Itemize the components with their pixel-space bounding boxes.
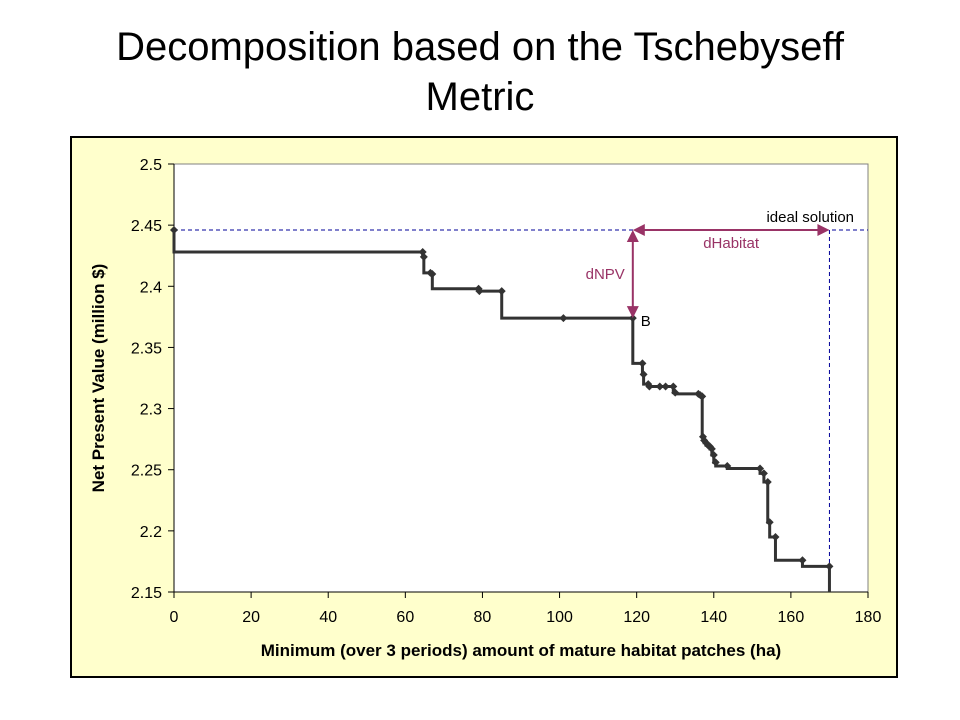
data-point-marker: [428, 270, 437, 279]
data-point-marker: [669, 382, 678, 391]
y-tick-label: 2.35: [131, 340, 162, 357]
x-tick-label: 40: [319, 609, 337, 626]
data-point-marker: [765, 518, 774, 527]
x-tick-label: 60: [396, 609, 414, 626]
y-tick-label: 2.45: [131, 218, 162, 235]
x-tick-label: 0: [170, 609, 179, 626]
data-point-marker: [645, 382, 654, 391]
data-point-marker: [709, 451, 718, 460]
x-tick-label: 160: [778, 609, 805, 626]
plot-area: [173, 163, 869, 593]
data-point-marker: [707, 444, 716, 453]
y-tick-label: 2.4: [140, 279, 162, 296]
data-point-marker: [759, 469, 768, 478]
annotation-arrows: [626, 224, 830, 319]
dnpv-arrow-head-bottom: [626, 306, 639, 319]
x-tick-label: 120: [623, 609, 650, 626]
data-point-marker: [661, 382, 670, 391]
data-point-marker: [698, 392, 707, 401]
x-axis-ticks: 0 20 40 60 80 100 120 140 160 180: [170, 592, 882, 626]
slide-title-line-2: Metric: [425, 75, 535, 119]
data-point-marker: [170, 226, 178, 235]
dnpv-arrow-head-top: [626, 230, 639, 243]
chart: 2.15 2.2 2.25 2.3 2.35 2.4 2.45 2.5 0 20 40 60 80 10…: [89, 157, 882, 660]
data-point-marker: [559, 314, 568, 323]
data-point-marker: [763, 477, 772, 486]
slide-title-line-1: Decomposition based on the Tschebyseff: [116, 25, 844, 69]
x-tick-label: 100: [546, 609, 573, 626]
data-point-marker: [723, 462, 732, 471]
ideal-solution-label: ideal solution: [766, 209, 854, 226]
y-tick-label: 2.15: [131, 585, 162, 602]
y-tick-label: 2.2: [140, 524, 162, 541]
x-axis-title: Minimum (over 3 periods) amount of matur…: [261, 641, 781, 660]
x-tick-label: 180: [855, 609, 882, 626]
y-axis-title: Net Present Value (million $): [89, 264, 108, 493]
data-point-marker: [475, 287, 484, 296]
data-point-marker: [655, 382, 664, 391]
chart-frame: 2.15 2.2 2.25 2.3 2.35 2.4 2.45 2.5 0 20 40 60 80 10…: [70, 136, 898, 678]
series-markers: [170, 226, 834, 571]
dhabitat-arrow-head-right: [817, 224, 830, 237]
ideal-guide-lines: [174, 229, 868, 592]
data-point-marker: [639, 370, 648, 379]
data-point-marker: [711, 458, 720, 467]
x-tick-label: 80: [474, 609, 492, 626]
data-point-marker: [756, 464, 765, 473]
data-point-marker: [771, 532, 780, 541]
data-point-marker: [628, 314, 637, 323]
point-b-label: B: [641, 313, 651, 330]
y-tick-label: 2.5: [140, 157, 162, 174]
x-tick-label: 20: [242, 609, 260, 626]
y-axis-ticks: 2.15 2.2 2.25 2.3 2.35 2.4 2.45 2.5: [131, 157, 174, 602]
y-tick-label: 2.25: [131, 463, 162, 480]
data-point-marker: [638, 359, 647, 368]
data-point-marker: [798, 556, 807, 565]
data-point-marker: [497, 287, 506, 296]
y-tick-label: 2.3: [140, 402, 162, 419]
data-point-marker: [419, 252, 428, 261]
slide-title: Decomposition based on the Tschebyseff M…: [0, 22, 960, 122]
data-point-marker: [671, 388, 680, 397]
data-point-marker: [825, 562, 834, 571]
dnpv-label: dNPV: [586, 266, 625, 283]
dhabitat-label: dHabitat: [703, 235, 760, 252]
x-tick-label: 140: [700, 609, 727, 626]
dhabitat-arrow-head-left: [632, 224, 645, 237]
